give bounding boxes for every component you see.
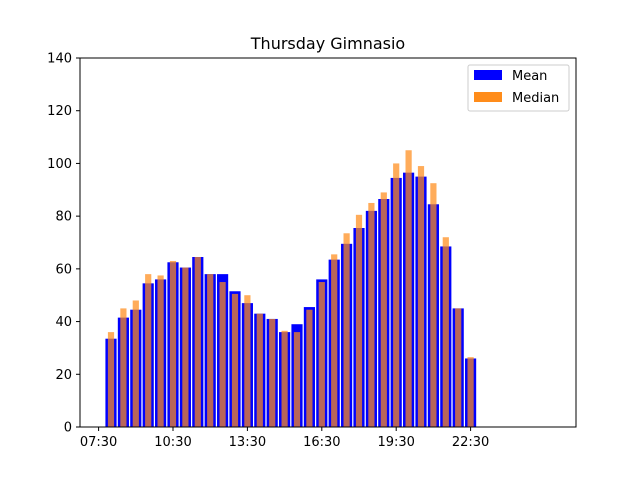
bar-median-2000 — [405, 150, 412, 427]
legend-label-mean: Mean — [512, 69, 547, 84]
bar-median-1030 — [169, 260, 177, 427]
y-tick-label-60: 60 — [55, 262, 72, 277]
legend-label-median: Median — [512, 91, 559, 106]
y-axis: 0 20 40 60 80 100 120 140 — [47, 52, 80, 436]
bar-median-1400 — [256, 313, 263, 427]
bar-median-1100 — [182, 267, 189, 427]
x-axis: 07:30 10:30 13:30 16:30 19:30 22:30 — [80, 427, 489, 450]
chart-title: Thursday Gimnasio — [250, 34, 405, 53]
x-tick-label-1930: 19:30 — [377, 435, 414, 450]
bar-median-1830 — [368, 202, 375, 427]
bar-median-1200 — [207, 274, 214, 427]
bar-median-1930 — [393, 163, 400, 427]
x-tick-label-1630: 16:30 — [303, 435, 340, 450]
bar-median-1600 — [306, 309, 313, 427]
plot-frame — [79, 57, 577, 428]
y-tick-label-40: 40 — [55, 315, 72, 330]
bar-median-1800 — [355, 214, 363, 427]
x-tick-label-1330: 13:30 — [229, 435, 266, 450]
bar-median-1430 — [269, 318, 276, 427]
y-tick-label-120: 120 — [47, 104, 72, 119]
y-tick-label-0: 0 — [64, 421, 72, 436]
legend: Mean Median — [467, 64, 570, 112]
bar-median-2030 — [417, 166, 425, 427]
bar-median-1900 — [380, 192, 387, 427]
y-tick-label-100: 100 — [47, 157, 72, 172]
median-series — [107, 150, 474, 427]
legend-swatch-mean — [474, 70, 502, 80]
bar-median-2100 — [430, 183, 437, 427]
bar-median-1330 — [244, 295, 251, 427]
x-tick-label-1030: 10:30 — [154, 435, 191, 450]
bar-median-1230 — [219, 282, 226, 427]
bar-median-1530 — [293, 332, 301, 427]
bar-median-2230 — [467, 357, 474, 427]
y-tick-label-140: 140 — [47, 52, 72, 67]
bar-median-1300 — [231, 293, 239, 427]
x-tick-label-2230: 22:30 — [452, 435, 489, 450]
y-tick-label-80: 80 — [55, 210, 72, 225]
bar-median-0930 — [145, 274, 152, 427]
legend-swatch-median — [474, 92, 502, 102]
bar-median-1700 — [331, 254, 338, 427]
bar-median-1630 — [318, 282, 325, 427]
bar-median-1000 — [157, 275, 164, 427]
bar-median-2200 — [455, 308, 462, 427]
y-tick-label-20: 20 — [55, 368, 72, 383]
bar-median-2130 — [442, 237, 449, 427]
x-tick-label-0730: 07:30 — [80, 435, 117, 450]
bar-median-0830 — [120, 308, 127, 427]
bar-median-1500 — [281, 330, 288, 427]
bar-median-0800 — [107, 332, 115, 427]
bar-median-0900 — [132, 300, 139, 427]
bar-median-1130 — [194, 257, 201, 427]
bar-median-1730 — [343, 233, 350, 427]
